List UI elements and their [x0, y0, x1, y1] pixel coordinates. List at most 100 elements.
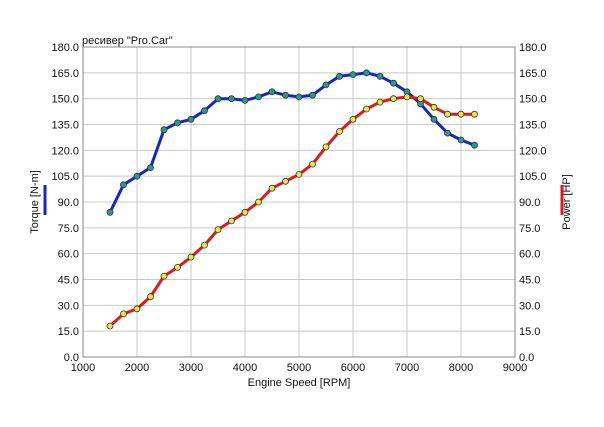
- power-point: [309, 160, 316, 168]
- torque-point: [349, 71, 357, 78]
- y-axis-right-label: Power [HP]: [561, 174, 573, 230]
- power-point: [471, 110, 478, 118]
- right-axis-label-group: Power [HP]: [560, 174, 573, 230]
- power-point: [457, 110, 465, 118]
- y-left-tick-label: 60.0: [58, 249, 79, 261]
- power-point: [174, 263, 181, 271]
- torque-point: [363, 69, 370, 77]
- x-tick-labels: 1000 2000 3000 4000 5000 6000 7000 8000 9000: [71, 362, 527, 374]
- torque-point: [214, 95, 222, 103]
- plot-frame: [82, 46, 516, 358]
- y-left-tick-label: 135.0: [51, 120, 79, 132]
- torque-point: [268, 88, 276, 96]
- right-y-tick-labels: 0.0 15.0 30.0 45.0 60.0 75.0 90.0 105.0 120.0 135…: [519, 42, 547, 364]
- x-tick-label: 7000: [395, 362, 419, 374]
- y-left-tick-label: 180.0: [51, 42, 79, 54]
- power-point: [255, 198, 262, 206]
- power-point: [376, 98, 384, 106]
- torque-point: [376, 72, 384, 80]
- torque-point: [174, 119, 181, 127]
- torque-point: [160, 126, 168, 134]
- x-tick-label: 8000: [449, 362, 473, 374]
- y-axis-left-label: Torque [N-m]: [29, 170, 41, 234]
- power-point: [430, 103, 438, 111]
- y-right-tick-label: 165.0: [519, 68, 547, 80]
- y-left-tick-label: 15.0: [58, 326, 79, 338]
- power-point: [147, 293, 154, 301]
- left-axis-label-group: Torque [N-m]: [29, 170, 47, 234]
- torque-point: [133, 172, 141, 180]
- power-point: [336, 127, 343, 135]
- y-right-tick-label: 45.0: [519, 275, 540, 287]
- power-series: [106, 93, 478, 330]
- y-left-tick-label: 30.0: [58, 300, 79, 312]
- torque-point: [106, 208, 114, 216]
- y-left-tick-label: 105.0: [51, 171, 79, 183]
- y-right-tick-label: 120.0: [519, 145, 547, 157]
- torque-line: [108, 71, 476, 213]
- power-point: [133, 305, 141, 313]
- x-tick-label: 4000: [233, 362, 257, 374]
- torque-point: [187, 115, 195, 123]
- power-point: [322, 143, 330, 151]
- y-right-tick-label: 90.0: [519, 197, 540, 209]
- y-right-tick-label: 180.0: [519, 42, 547, 54]
- x-tick-label: 9000: [503, 362, 527, 374]
- grid: [82, 46, 516, 358]
- y-right-tick-label: 135.0: [519, 120, 547, 132]
- power-point: [214, 226, 222, 234]
- torque-point: [457, 136, 465, 144]
- y-right-tick-label: 15.0: [519, 326, 540, 338]
- torque-point: [309, 91, 316, 99]
- power-point: [403, 93, 411, 101]
- torque-point: [295, 93, 303, 101]
- y-right-tick-label: 150.0: [519, 94, 547, 106]
- chart-title: ресивер "Pro.Car": [82, 35, 173, 47]
- torque-point: [201, 107, 208, 115]
- y-left-tick-label: 75.0: [58, 223, 79, 235]
- power-line: [108, 95, 475, 328]
- power-point: [444, 110, 451, 118]
- x-tick-label: 5000: [287, 362, 311, 374]
- power-point: [349, 115, 357, 123]
- x-axis-label: Engine Speed [RPM]: [248, 377, 351, 389]
- y-right-tick-label: 30.0: [519, 300, 540, 312]
- power-point: [268, 184, 276, 192]
- torque-point: [147, 164, 154, 172]
- y-left-tick-label: 45.0: [58, 275, 79, 287]
- power-point: [120, 310, 127, 318]
- torque-point: [255, 93, 262, 101]
- torque-point: [430, 115, 438, 123]
- power-point: [417, 95, 424, 103]
- torque-point: [228, 95, 235, 103]
- power-point: [390, 95, 397, 103]
- power-point: [282, 177, 289, 185]
- x-tick-label: 6000: [341, 362, 365, 374]
- y-left-tick-label: 165.0: [51, 68, 79, 80]
- y-left-tick-label: 0.0: [64, 352, 79, 364]
- series: [106, 69, 478, 330]
- power-point: [106, 322, 114, 330]
- power-point: [187, 253, 195, 261]
- torque-point: [336, 72, 343, 80]
- torque-point: [282, 91, 289, 99]
- power-point: [241, 208, 249, 216]
- x-tick-label: 3000: [179, 362, 203, 374]
- torque-point: [471, 141, 478, 149]
- torque-point: [241, 97, 249, 104]
- y-right-tick-label: 75.0: [519, 223, 540, 235]
- y-left-tick-label: 90.0: [58, 197, 79, 209]
- power-point: [160, 272, 168, 280]
- y-right-tick-label: 105.0: [519, 171, 547, 183]
- torque-series: [106, 69, 478, 216]
- power-point: [295, 170, 303, 178]
- power-point: [228, 217, 235, 225]
- x-tick-label: 1000: [71, 362, 95, 374]
- torque-point: [444, 129, 451, 137]
- power-point: [201, 241, 208, 249]
- y-right-tick-label: 0.0: [519, 352, 534, 364]
- torque-point: [120, 181, 127, 189]
- torque-point: [390, 79, 397, 87]
- power-point: [363, 105, 370, 113]
